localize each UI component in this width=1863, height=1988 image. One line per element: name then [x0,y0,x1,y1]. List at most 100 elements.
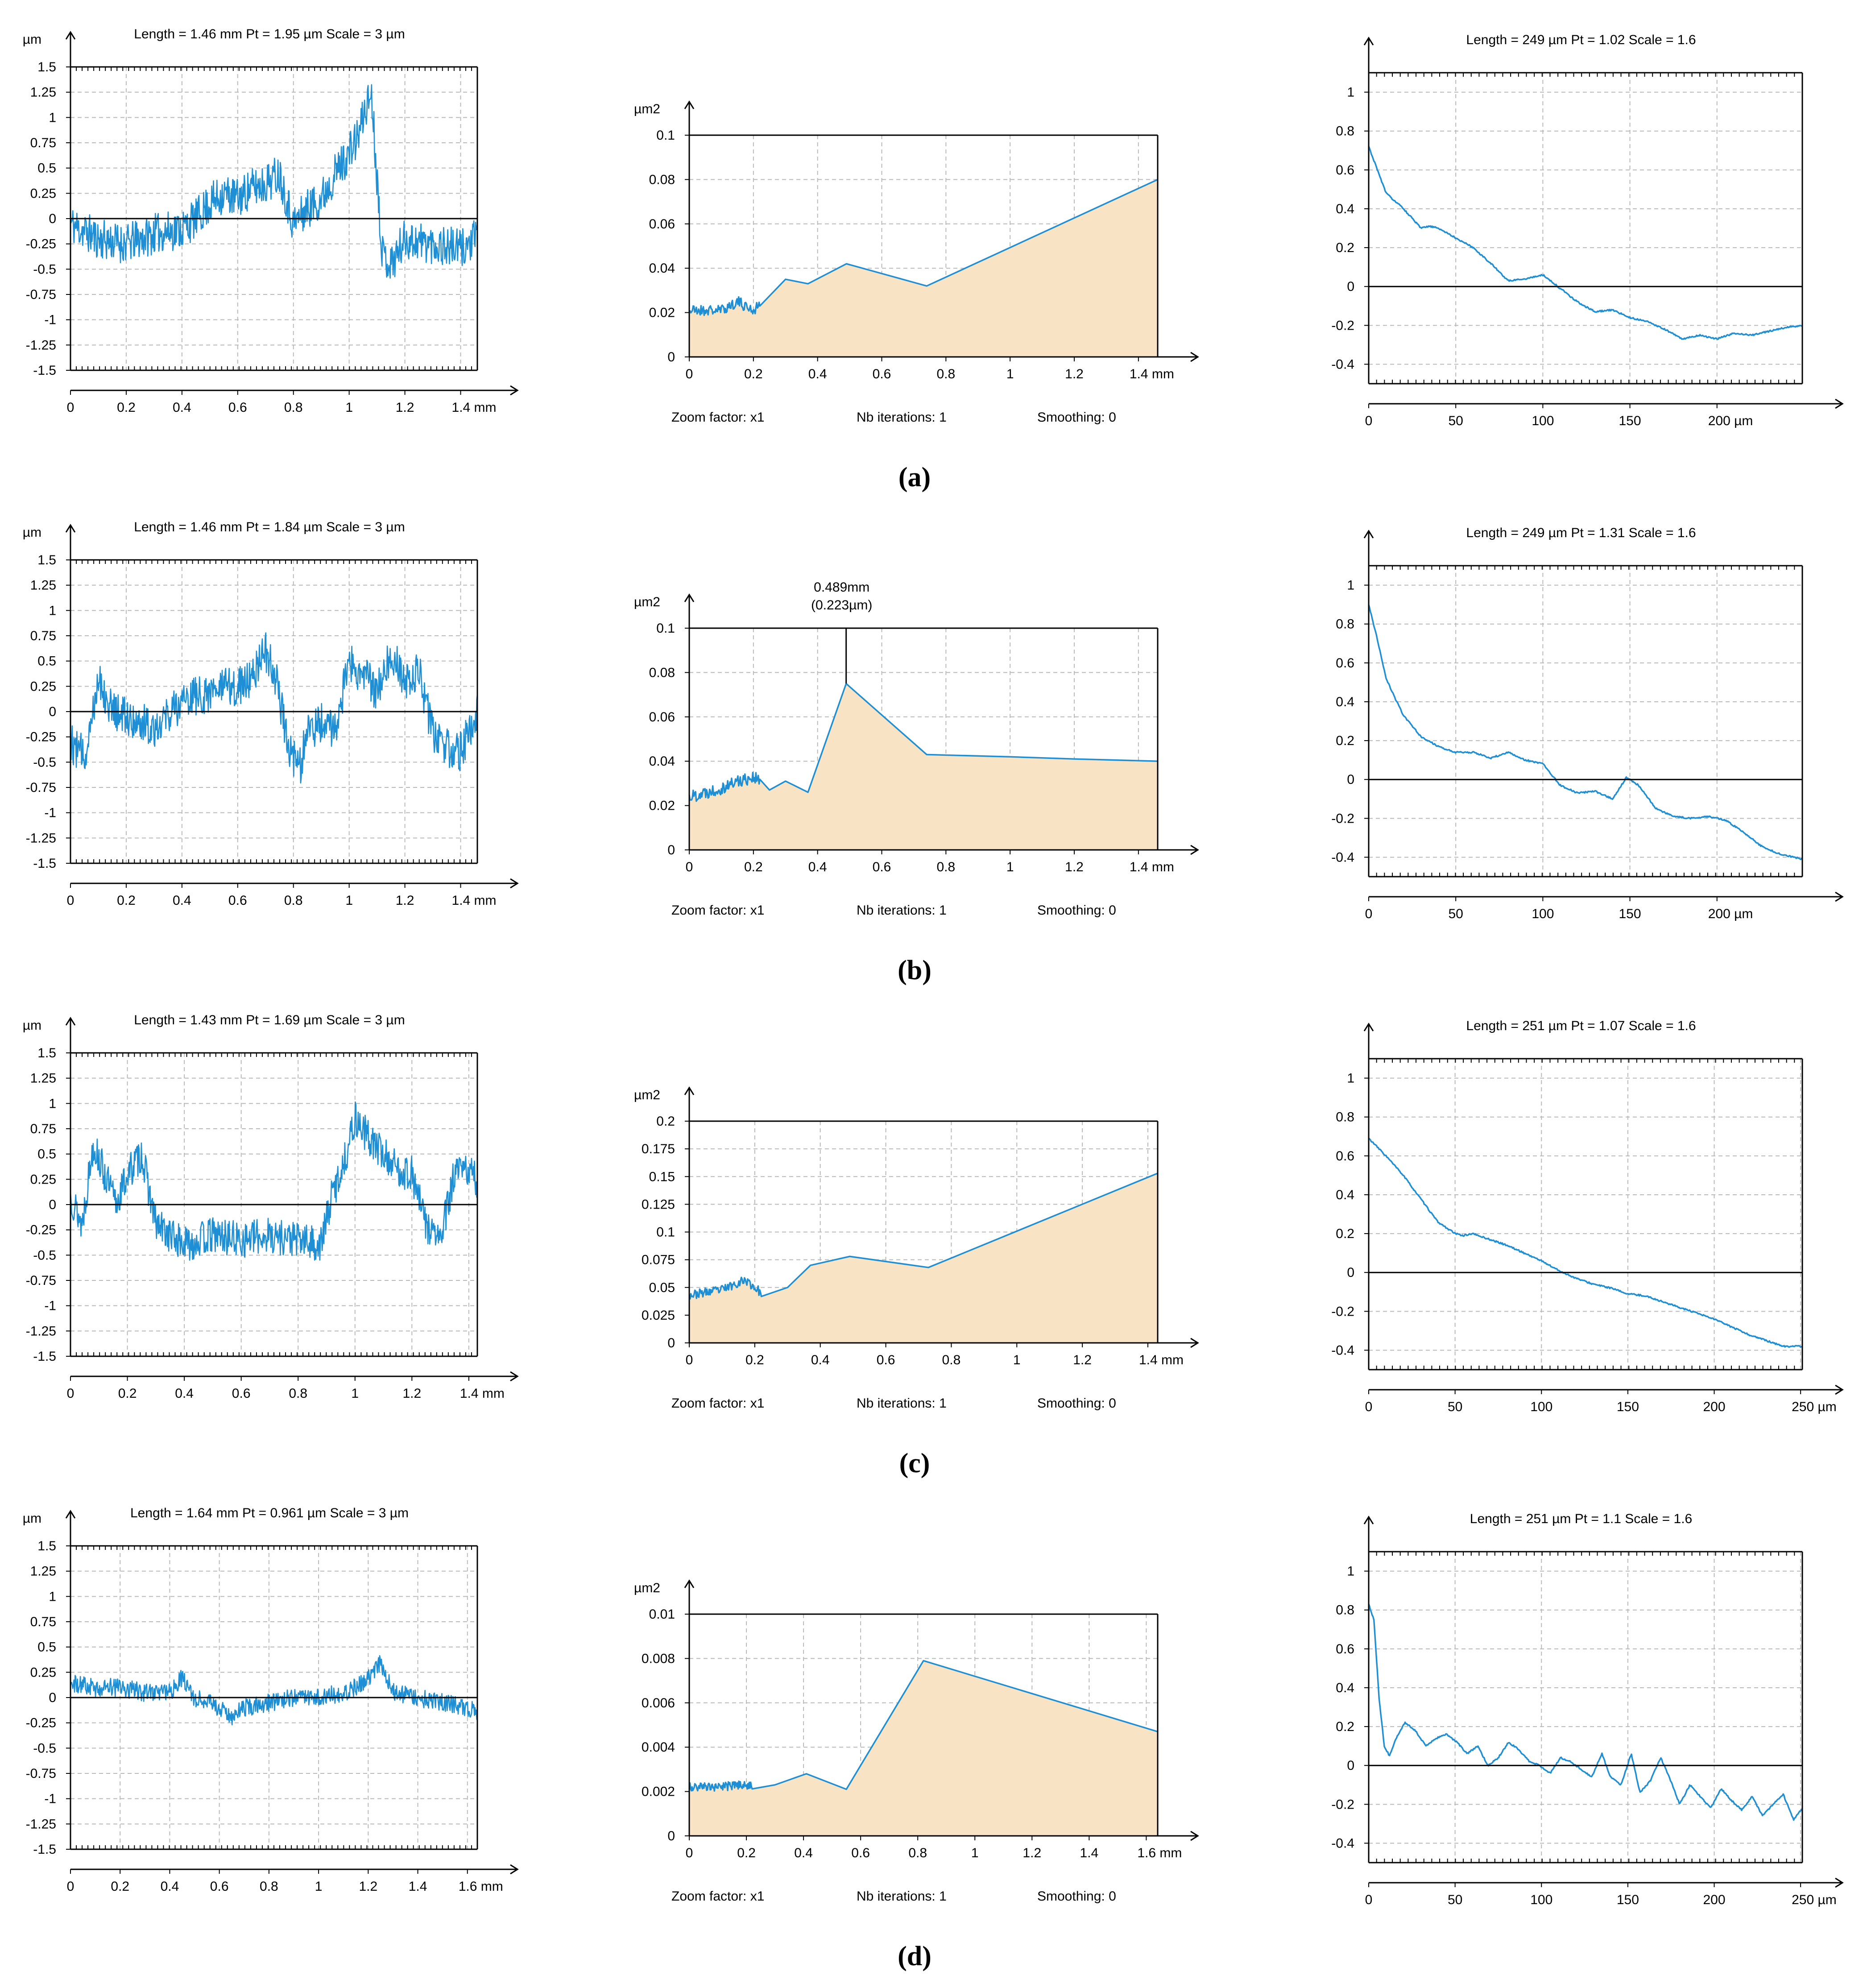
chart-d-power: 0.01 0.008 0.006 0.004 0.002 00 0.2 0.4 0.6 0.8 1 1… [634,1579,1199,1904]
x-tick-label: 1 [345,400,353,415]
x-tick-label: 1.2 [396,400,414,415]
x-axis-arrow [510,1371,519,1382]
x-tick-label: 0 [1365,907,1373,921]
y-tick-label: 1.25 [30,1564,56,1579]
x-axis-arrow [1835,1877,1844,1888]
annotation-label-1: 0.489mm [814,580,869,595]
chart-header: Length = 1.43 mm Pt = 1.69 µm Scale = 3 … [134,1013,405,1027]
y-tick-label: 0.6 [1336,656,1354,671]
y-tick-label: 0 [667,1829,675,1843]
footer-label: Zoom factor: x1 [671,1889,764,1904]
x-tick-label: 0 [67,400,75,415]
y-tick-label: 1.5 [37,553,56,567]
x-tick-label: 0.6 [232,1386,251,1401]
x-tick-label: 0.8 [289,1386,307,1401]
x-tick-label: 200 µm [1708,907,1753,921]
y-axis-arrow [684,593,695,602]
data-series-line [689,1172,1158,1300]
data-series-line [70,84,478,279]
x-tick-label: 100 [1530,1400,1552,1414]
x-tick-label: 0.8 [908,1846,927,1860]
x-tick-label: 1.2 [1065,367,1084,381]
area-fill [689,179,1158,357]
y-tick-label: 0.04 [649,261,675,276]
x-tick-label: 0.6 [877,1353,895,1367]
y-tick-label: 0.1 [656,621,675,636]
x-tick-label: 0.6 [228,893,247,908]
y-tick-label: 0.8 [1336,124,1354,139]
chart-c-power: 0.2 0.175 0.15 0.125 0.1 0.075 0.05 0.025 00 0.2 0… [634,1086,1199,1411]
x-tick-label: 0 [67,1879,75,1894]
x-axis-arrow [1835,398,1844,409]
y-unit-label: µm2 [634,1581,660,1595]
y-tick-label: 0.008 [642,1651,675,1666]
y-axis-arrow [1363,1023,1374,1031]
y-tick-label: 0.004 [642,1740,675,1755]
y-tick-label: 0.04 [649,754,675,769]
x-tick-label: 0 [686,860,693,874]
y-unit-label: µm [23,1511,41,1526]
x-tick-label: 0.8 [284,893,303,908]
x-tick-label: 1 [315,1879,323,1894]
y-tick-label: 1.5 [37,1539,56,1553]
chart-header: Length = 251 µm Pt = 1.1 Scale = 1.6 [1470,1512,1692,1526]
data-series-line [688,1660,1158,1792]
y-tick-label: 0.175 [642,1142,675,1156]
y-tick-label: -0.75 [26,287,56,302]
y-tick-label: -1 [44,313,56,327]
x-tick-label: 0.6 [210,1879,229,1894]
x-tick-label: 1 [971,1846,979,1860]
chart-header: Length = 1.46 mm Pt = 1.95 µm Scale = 3 … [134,27,405,41]
y-axis-arrow [1363,530,1374,538]
x-tick-label: 0.2 [744,860,763,874]
x-tick-label: 0.4 [175,1386,194,1401]
y-tick-label: 1 [49,1096,56,1111]
figure-caption: (b) [898,955,932,986]
y-tick-label: 0 [667,843,675,857]
data-series-line [1368,1137,1803,1348]
y-tick-label: 0.5 [37,161,56,176]
x-tick-label: 1.4 mm [1139,1353,1184,1367]
x-tick-label: 1.4 mm [1130,367,1174,381]
y-tick-label: 0.125 [642,1197,675,1212]
y-tick-label: -0.2 [1331,1797,1354,1812]
area-fill [689,1173,1158,1343]
x-tick-label: 1.2 [396,893,414,908]
y-tick-label: 0.01 [649,1607,675,1622]
y-unit-label: µm [23,525,41,540]
x-tick-label: 0 [67,1386,75,1401]
y-tick-label: -0.5 [33,1741,56,1756]
chart-d-profile: 1.5 1.25 1 0.75 0.5 0.25 0 -0.25 -0.5 -0.75 -1 -1.2… [23,1506,519,1894]
x-tick-label: 1.2 [402,1386,421,1401]
x-tick-label: 150 [1617,1400,1639,1414]
y-tick-label: 0 [1347,1758,1354,1773]
x-axis-arrow [1190,1338,1199,1348]
y-tick-label: -0.25 [26,730,56,745]
y-tick-label: 0 [1347,279,1354,294]
y-tick-label: -1.25 [26,831,56,845]
y-tick-label: 1 [49,603,56,618]
x-tick-label: 0.2 [745,1353,764,1367]
y-tick-label: 0 [49,211,56,226]
x-tick-label: 0.8 [942,1353,961,1367]
footer-label: Zoom factor: x1 [671,903,764,918]
x-tick-label: 50 [1448,907,1463,921]
y-axis-arrow [684,1086,695,1095]
y-tick-label: 0.2 [656,1114,675,1129]
x-tick-label: 1 [1013,1353,1021,1367]
x-axis-arrow [1835,891,1844,902]
x-tick-label: 1 [351,1386,359,1401]
y-tick-label: 1 [1347,1564,1354,1579]
x-tick-label: 0.8 [936,367,955,381]
x-tick-label: 1 [1006,860,1014,874]
y-tick-label: -0.25 [26,1716,56,1731]
x-tick-label: 0.2 [111,1879,129,1894]
x-tick-label: 1.4 mm [1130,860,1174,874]
y-tick-label: 0 [667,1336,675,1350]
x-tick-label: 1.4 mm [452,400,497,415]
y-tick-label: -1 [44,1299,56,1313]
y-tick-label: -1.5 [33,363,56,378]
y-tick-label: 0.4 [1336,695,1354,709]
data-series-line [70,1655,478,1726]
